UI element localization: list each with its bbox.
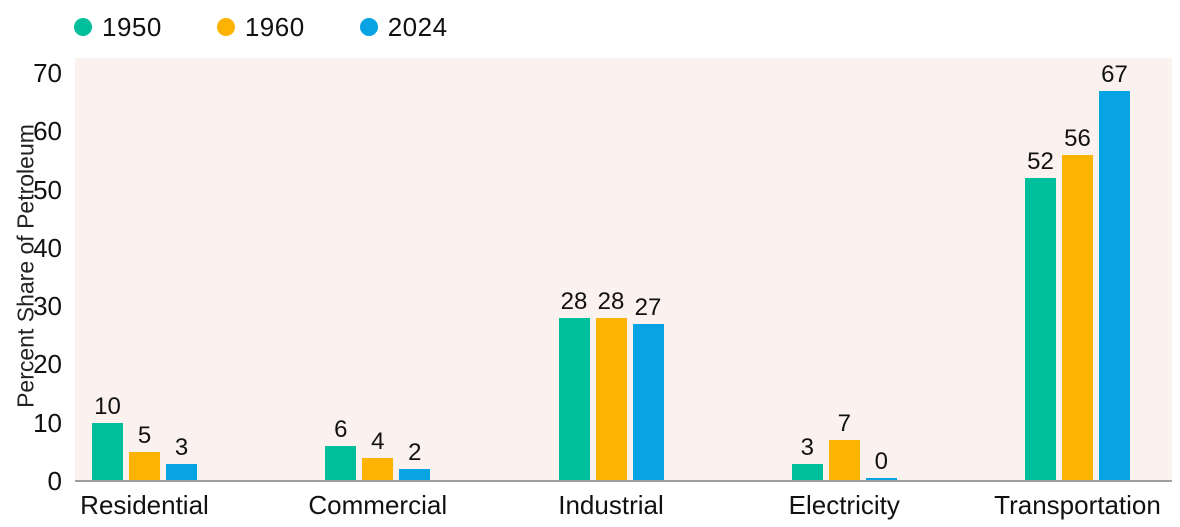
bar-value-label: 10 (94, 392, 121, 420)
legend-label: 2024 (387, 11, 448, 42)
plot-area: 10 5 3 Residential 6 4 2 Commercial 28 28 27 Indust… (75, 58, 1172, 520)
bar-1960-electricity (828, 440, 860, 481)
bar-value-label: 28 (560, 287, 588, 315)
bar-1950-residential (92, 422, 123, 481)
category-label-transportation: Transportation (994, 490, 1161, 520)
x-axis-line (75, 480, 1172, 482)
bar-slot: 2 (399, 58, 431, 481)
bar-group-electricity: 3 7 0 Electricity (789, 58, 900, 520)
bar-1960-industrial (595, 317, 627, 481)
bar-slot: 52 (1025, 58, 1056, 481)
bar-value-label: 7 (837, 410, 851, 438)
bar-group-commercial: 6 4 2 Commercial (308, 58, 447, 520)
category-label-industrial: Industrial (558, 490, 664, 520)
y-tick-label: 10 (33, 407, 62, 438)
bar-value-label: 2 (408, 439, 422, 467)
bar-1950-commercial (325, 446, 357, 481)
category-label-residential: Residential (80, 490, 209, 520)
bar-group-industrial: 28 28 27 Industrial (558, 58, 664, 520)
y-tick-label: 30 (33, 291, 62, 322)
bar-2024-transportation (1099, 90, 1130, 481)
bar-value-label: 27 (634, 293, 662, 321)
bar-slot: 0 (865, 58, 897, 481)
y-tick-label: 60 (33, 116, 62, 147)
bar-slot: 3 (166, 58, 197, 481)
y-tick-label: 40 (33, 232, 62, 263)
bar-value-label: 67 (1101, 60, 1128, 88)
bar-1960-commercial (362, 457, 394, 481)
bar-slot: 5 (129, 58, 160, 481)
y-tick-label: 70 (33, 58, 62, 88)
bar-slot: 28 (595, 58, 627, 481)
y-tick-label: 50 (33, 174, 62, 205)
bar-slot: 28 (558, 58, 590, 481)
bar-value-label: 3 (800, 433, 814, 461)
bar-value-label: 3 (174, 433, 189, 461)
legend-item-2024: 2024 (359, 11, 448, 43)
y-tick-label: 20 (33, 349, 62, 380)
y-tick-label: 0 (47, 466, 62, 496)
bar-2024-commercial (399, 469, 431, 481)
bar-1960-residential (129, 451, 160, 481)
bar-slot: 67 (1099, 58, 1130, 481)
bar-value-label: 28 (597, 287, 625, 315)
bar-1950-industrial (558, 317, 590, 481)
legend-label: 1960 (244, 11, 305, 42)
bar-value-label: 0 (874, 448, 888, 475)
bar-2024-electricity (865, 478, 897, 481)
bar-value-label: 4 (371, 427, 385, 455)
legend-label: 1950 (102, 11, 162, 42)
legend-item-1960: 1960 (216, 11, 305, 43)
bar-slot: 56 (1062, 58, 1093, 481)
bar-slot: 4 (362, 58, 394, 481)
bar-slot: 10 (92, 58, 123, 481)
bar-1960-transportation (1062, 154, 1093, 481)
bar-1950-electricity (791, 463, 823, 481)
bar-2024-residential (166, 463, 197, 481)
category-label-commercial: Commercial (308, 490, 448, 520)
bar-slot: 3 (791, 58, 823, 481)
bar-slot: 27 (632, 58, 664, 481)
category-label-electricity: Electricity (788, 490, 900, 520)
legend-dot-icon (216, 18, 235, 36)
legend-dot-icon (359, 18, 378, 36)
legend-dot-icon (74, 18, 92, 36)
bar-group-transportation: 52 56 67 Transportation (994, 58, 1161, 520)
chart-legend: 1950 1960 2024 (74, 10, 448, 44)
bar-slot: 6 (325, 58, 357, 481)
legend-item-1950: 1950 (74, 12, 162, 43)
bar-2024-industrial (632, 323, 664, 481)
bar-value-label: 52 (1027, 147, 1054, 175)
bar-value-label: 6 (334, 416, 348, 444)
bar-slot: 7 (828, 58, 860, 481)
bar-1950-transportation (1025, 177, 1056, 481)
bar-value-label: 56 (1064, 124, 1091, 152)
bar-value-label: 5 (137, 421, 152, 449)
bar-group-residential: 10 5 3 Residential (80, 58, 209, 520)
